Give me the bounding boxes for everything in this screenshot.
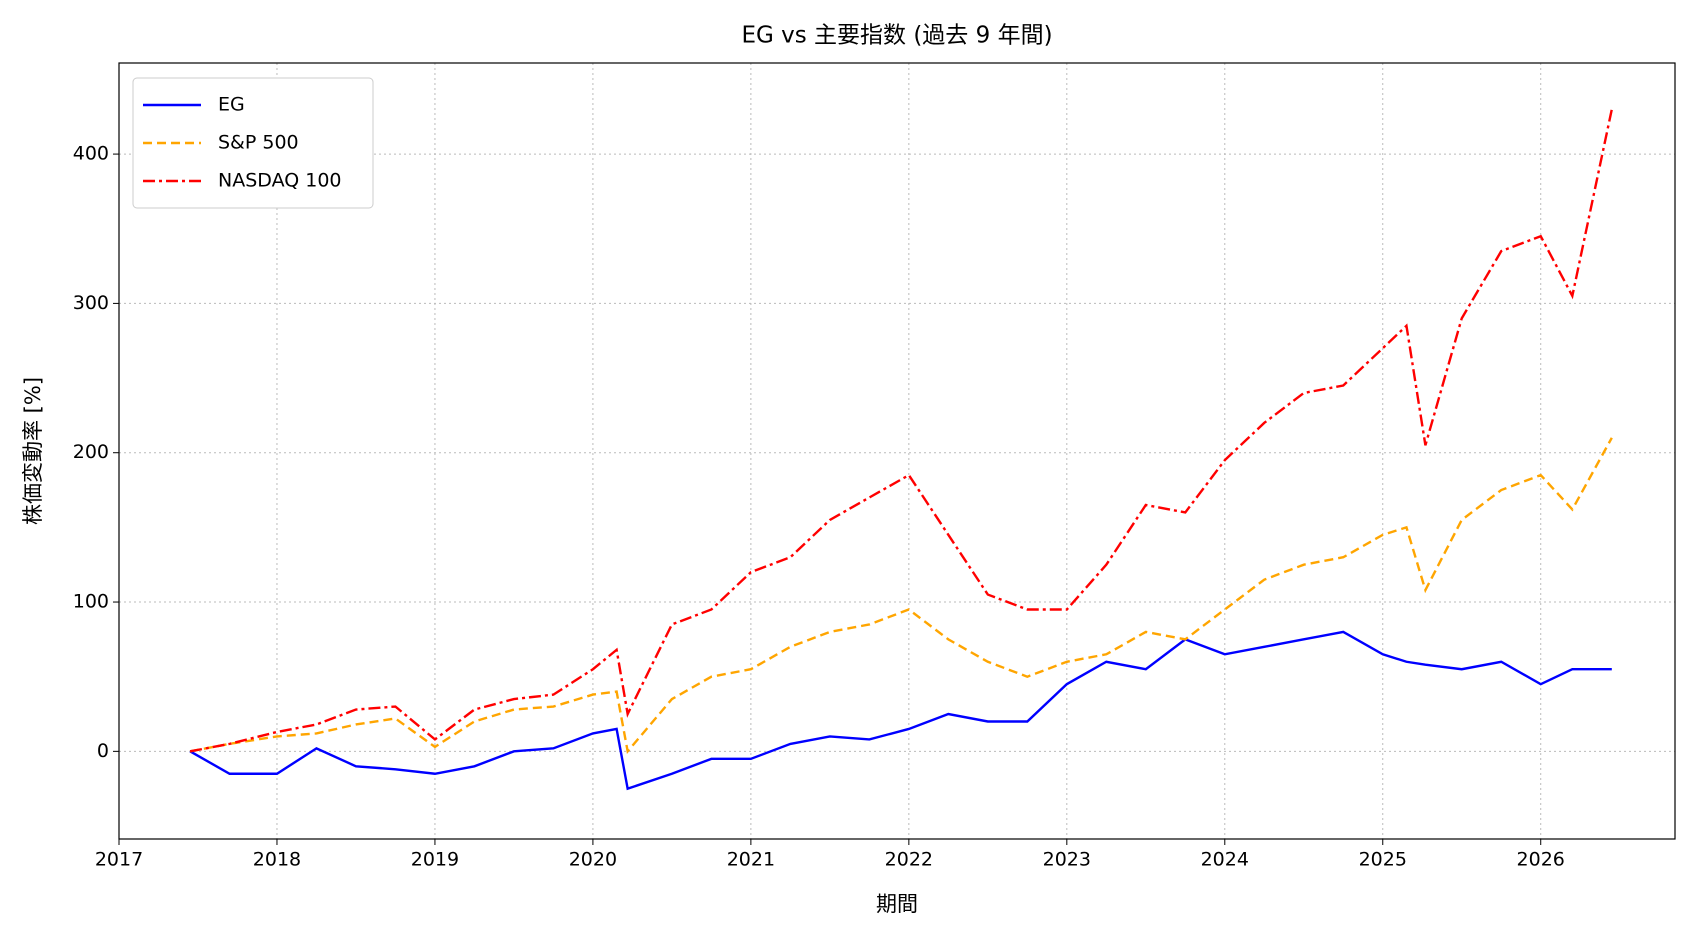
x-tick-label: 2025 [1359, 849, 1407, 871]
series-line [189, 109, 1613, 753]
x-tick-label: 2023 [1043, 849, 1091, 871]
legend-label: S&P 500 [218, 132, 299, 154]
x-tick-label: 2017 [95, 849, 143, 871]
x-tick-label: 2022 [885, 849, 933, 871]
y-tick-label: 200 [73, 441, 109, 463]
y-tick-label: 400 [73, 143, 109, 165]
series-line [189, 630, 1612, 791]
legend-label: EG [218, 94, 245, 116]
x-tick-label: 2018 [253, 849, 301, 871]
x-axis-label: 期間 [876, 892, 918, 916]
plot-frame [118, 62, 1676, 840]
y-tick-label: 100 [73, 591, 109, 613]
x-tick-label: 2020 [569, 849, 617, 871]
x-tick-label: 2021 [727, 849, 775, 871]
y-axis-label: 株価変動率 [%] [21, 377, 45, 525]
legend: EG S&P 500 NASDAQ 100 [132, 77, 374, 209]
x-tick-label: 2026 [1517, 849, 1565, 871]
legend-label: NASDAQ 100 [218, 170, 342, 192]
y-tick-label: 300 [73, 292, 109, 314]
x-tick-label: 2019 [411, 849, 459, 871]
chart-title: EG vs 主要指数 (過去 9 年間) [741, 23, 1052, 49]
legend-box [132, 77, 374, 209]
y-tick-label: 0 [97, 740, 109, 762]
x-tick-label: 2024 [1201, 849, 1249, 871]
series-line [189, 437, 1613, 755]
